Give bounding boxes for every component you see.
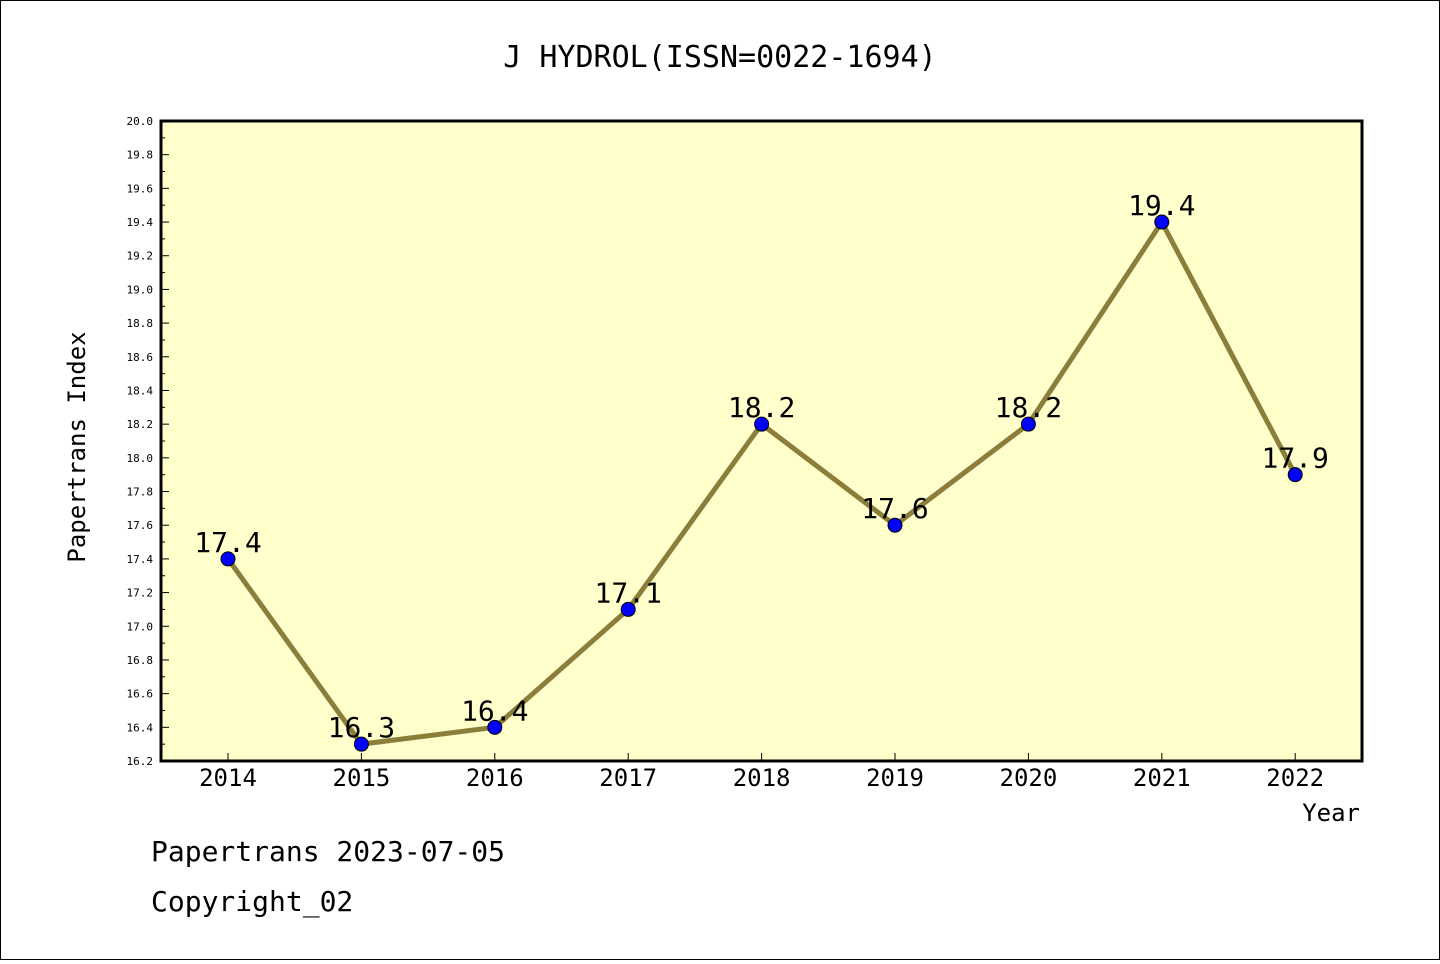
y-tick-label: 17.8	[127, 486, 154, 499]
y-axis-label: Papertrans Index	[63, 331, 91, 562]
chart-title: J HYDROL(ISSN=0022-1694)	[503, 40, 936, 75]
x-tick-label: 2021	[1133, 764, 1191, 792]
data-point	[1287, 467, 1303, 483]
x-axis: 2014 2015 2016 2017 2018 2019 2020 2021 2022	[199, 753, 1324, 792]
y-tick-label: 17.2	[127, 587, 154, 600]
data-point	[1020, 416, 1036, 432]
data-label: 17.4	[194, 526, 261, 559]
data-label: 18.2	[995, 391, 1062, 424]
y-tick-label: 16.8	[127, 654, 154, 667]
y-tick-label: 18.4	[127, 384, 154, 397]
data-label-group: 17.4 16.3 16.4 17.1 18.2 17.6 18.2 19.4 17.9	[194, 189, 1329, 744]
x-tick-label: 2017	[599, 764, 657, 792]
y-tick-label: 19.8	[127, 149, 154, 162]
y-tick-label: 16.4	[127, 721, 154, 734]
data-label: 16.3	[328, 711, 395, 744]
data-label: 17.1	[594, 576, 661, 609]
data-point	[353, 736, 369, 752]
y-tick-label: 17.6	[127, 519, 154, 532]
y-tick-label: 16.6	[127, 688, 154, 701]
x-tick-label: 2015	[333, 764, 391, 792]
data-point	[620, 601, 636, 617]
y-tick-label: 17.4	[127, 553, 154, 566]
data-point	[220, 551, 236, 567]
y-tick-label: 20.0	[127, 115, 154, 128]
y-tick-label: 19.2	[127, 250, 154, 263]
footer-copyright: Copyright_02	[151, 885, 354, 918]
x-tick-label: 2019	[866, 764, 924, 792]
y-tick-label: 18.0	[127, 452, 154, 465]
data-label: 19.4	[1128, 189, 1195, 222]
x-tick-label: 2022	[1266, 764, 1324, 792]
x-tick-label: 2014	[199, 764, 257, 792]
y-tick-label: 19.6	[127, 182, 154, 195]
y-tick-label: 16.2	[127, 755, 154, 768]
y-axis: 16.2 16.4 16.6 16.8 17.0 17.2 17.4 17.6 17.8 18.0…	[127, 115, 169, 768]
data-label: 16.4	[461, 694, 528, 727]
data-point	[887, 517, 903, 533]
y-tick-label: 19.0	[127, 283, 154, 296]
x-axis-label: Year	[1302, 799, 1360, 827]
series-line-group	[220, 214, 1303, 752]
footer-date: Papertrans 2023-07-05	[151, 835, 506, 868]
data-point	[754, 416, 770, 432]
data-label: 17.6	[861, 492, 928, 525]
data-point	[487, 719, 503, 735]
x-tick-label: 2018	[733, 764, 791, 792]
y-tick-label: 17.0	[127, 620, 154, 633]
x-tick-label: 2020	[1000, 764, 1058, 792]
x-tick-label: 2016	[466, 764, 524, 792]
data-point	[1154, 214, 1170, 230]
y-tick-label: 18.6	[127, 351, 154, 364]
y-tick-label: 18.8	[127, 317, 154, 330]
y-tick-label: 18.2	[127, 418, 154, 431]
data-label: 18.2	[728, 391, 795, 424]
data-label: 17.9	[1261, 442, 1328, 475]
y-tick-label: 19.4	[127, 216, 154, 229]
